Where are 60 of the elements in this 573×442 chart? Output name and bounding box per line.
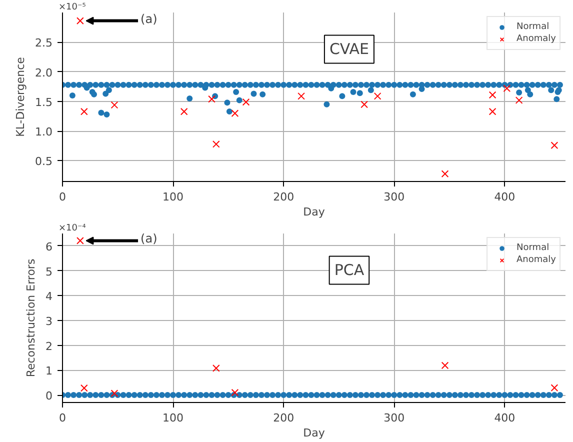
point <box>488 91 496 99</box>
point <box>441 170 449 178</box>
point <box>242 98 250 106</box>
point <box>180 108 188 116</box>
point <box>208 95 216 103</box>
point <box>231 388 239 396</box>
x-tick-label: 100 <box>162 190 184 204</box>
legend-label: Anomaly <box>516 254 556 266</box>
legend-label: Normal <box>516 21 550 33</box>
x-axis-title: Day <box>303 426 326 440</box>
point <box>80 384 88 392</box>
y-tick-label: 5 <box>46 265 52 278</box>
point <box>488 108 496 116</box>
y-axis-title: Reconstruction Errors <box>24 258 38 378</box>
x-tick-label: 0 <box>59 412 66 424</box>
y-tick-label: 2.5 <box>35 36 53 50</box>
legend-label: Normal <box>516 242 550 254</box>
y-tick-label: 2.0 <box>35 66 53 80</box>
x-tick-label: 200 <box>273 412 294 424</box>
point <box>76 237 84 244</box>
point <box>550 384 558 392</box>
y-tick-label: 4 <box>46 290 52 304</box>
annotation: (a) <box>140 12 158 26</box>
point <box>76 17 84 24</box>
annotation: ×10⁻⁴ <box>58 224 86 234</box>
x-tick-label: 0 <box>59 190 66 204</box>
point <box>503 84 511 92</box>
point <box>110 101 118 109</box>
y-tick-label: 0.5 <box>35 155 53 168</box>
point <box>360 100 368 108</box>
x-tick-label: 400 <box>494 412 516 424</box>
x-tick-label: 100 <box>162 412 184 424</box>
point <box>212 364 220 372</box>
y-tick-label: 1 <box>46 364 52 378</box>
x-axis-title: Day <box>303 206 326 218</box>
y-tick-label: 1.0 <box>35 126 53 139</box>
y-tick-label: 6 <box>46 240 52 254</box>
point <box>80 108 88 116</box>
point <box>441 362 449 370</box>
point <box>298 92 305 100</box>
point <box>515 96 523 104</box>
legend-label: Anomaly <box>516 33 556 45</box>
point <box>110 390 118 397</box>
x-tick-label: 300 <box>384 412 405 424</box>
point <box>212 140 220 148</box>
x-tick-label: 200 <box>273 190 294 204</box>
y-tick-label: 1.5 <box>35 96 53 109</box>
point <box>374 92 382 100</box>
text: CVAE <box>329 40 369 58</box>
point <box>231 110 239 117</box>
point <box>550 142 558 150</box>
annotation: (a) <box>140 232 158 246</box>
y-tick-label: 0 <box>46 390 52 403</box>
text: PCA <box>334 261 365 280</box>
y-tick-label: 2 <box>46 340 52 353</box>
x-tick-label: 300 <box>384 190 405 204</box>
y-tick-label: 3 <box>46 314 52 328</box>
y-axis-title: KL-Divergence <box>14 56 28 137</box>
text: ×10⁻⁵ <box>58 2 86 12</box>
x-tick-label: 400 <box>494 190 516 204</box>
